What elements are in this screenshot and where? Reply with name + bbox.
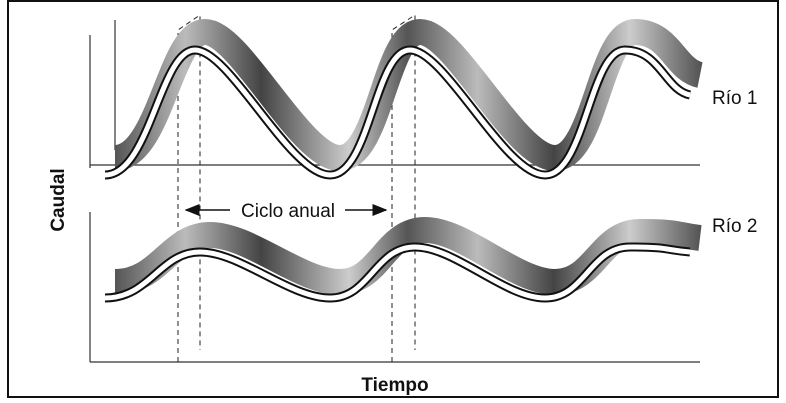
- diagram: Ciclo anual Río 1 Río 2 Caudal Tiempo: [0, 0, 786, 403]
- river-1-ribbon: [105, 32, 700, 175]
- cycle-label: Ciclo anual: [241, 201, 335, 222]
- river-label: Río 1: [712, 88, 757, 109]
- y-axis-label: Caudal: [48, 168, 69, 231]
- river-label: Río 2: [712, 216, 757, 237]
- x-axis-label: Tiempo: [361, 375, 428, 396]
- river-2-ribbon: [105, 230, 700, 298]
